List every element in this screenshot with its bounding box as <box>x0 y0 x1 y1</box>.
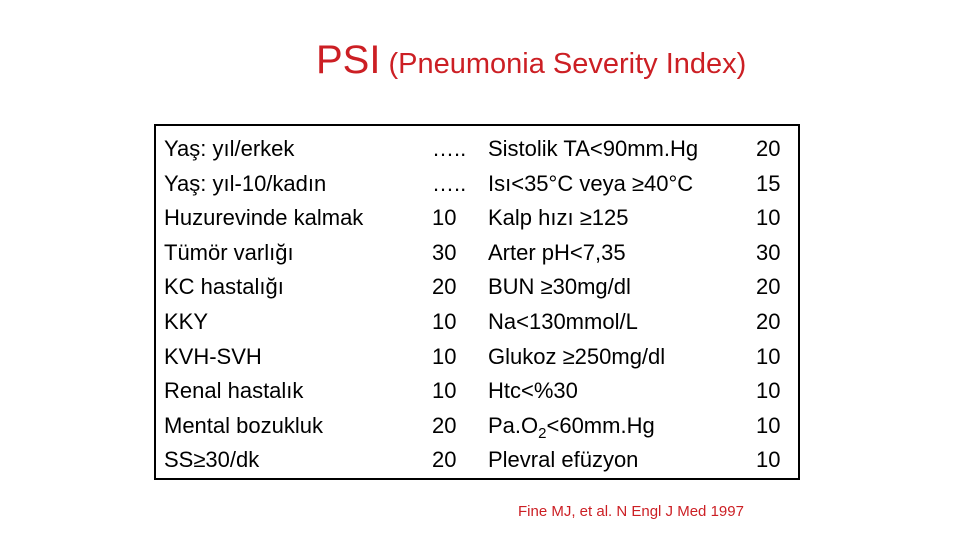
left-factor: KKY <box>164 308 209 334</box>
left-points: 20 <box>432 412 457 438</box>
left-points: ….. <box>432 170 467 196</box>
right-points: 10 <box>756 412 781 438</box>
right-points-column: 20 15 10 30 20 20 10 10 10 10 <box>756 132 780 478</box>
right-points: 20 <box>756 308 781 334</box>
right-factor: Na<130mmol/L <box>488 308 638 334</box>
right-factor: BUN ≥30mg/dl <box>488 274 631 300</box>
right-points: 10 <box>756 447 781 473</box>
left-points: 20 <box>432 274 457 300</box>
right-factor-pao2: Pa.O2<60mm.Hg <box>488 409 698 444</box>
left-factor: KVH-SVH <box>164 343 262 369</box>
title-main: PSI <box>316 38 381 82</box>
pao2-subscript: 2 <box>538 424 547 442</box>
left-factor: Huzurevinde kalmak <box>164 205 364 231</box>
right-points: 30 <box>756 239 781 265</box>
right-factor: Isı<35°C veya ≥40°C <box>488 170 694 196</box>
left-points: 20 <box>432 447 457 473</box>
right-factor: Htc<%30 <box>488 378 578 404</box>
left-factor: KC hastalığı <box>164 274 284 300</box>
right-factor: Glukoz ≥250mg/dl <box>488 343 666 369</box>
right-factor: Plevral efüzyon <box>488 447 639 473</box>
title-subtitle: (Pneumonia Severity Index) <box>388 48 747 80</box>
left-points: 30 <box>432 239 457 265</box>
left-factor: Yaş: yıl-10/kadın <box>164 170 327 196</box>
left-factor: Renal hastalık <box>164 378 304 404</box>
left-points: 10 <box>432 205 457 231</box>
slide-title: PSI (Pneumonia Severity Index) <box>316 40 746 80</box>
left-points-column: ….. ….. 10 30 20 10 10 10 20 20 <box>432 132 466 478</box>
pao2-suffix: <60mm.Hg <box>546 412 655 438</box>
left-factor: SS≥30/dk <box>164 447 260 473</box>
right-points: 10 <box>756 343 781 369</box>
psi-score-table: Yaş: yıl/erkek Yaş: yıl-10/kadın Huzurev… <box>154 124 800 480</box>
left-points: 10 <box>432 308 457 334</box>
citation: Fine MJ, et al. N Engl J Med 1997 <box>518 503 744 520</box>
left-points: ….. <box>432 136 467 161</box>
left-factor: Yaş: yıl/erkek <box>164 136 295 161</box>
left-points: 10 <box>432 378 457 404</box>
right-points: 15 <box>756 170 781 196</box>
right-factor-column: Sistolik TA<90mm.Hg Isı<35°C veya ≥40°C … <box>488 132 698 478</box>
right-points: 20 <box>756 136 781 161</box>
left-factor: Tümör varlığı <box>164 239 294 265</box>
right-factor: Kalp hızı ≥125 <box>488 205 629 231</box>
right-factor: Sistolik TA<90mm.Hg <box>488 136 699 161</box>
right-points: 10 <box>756 378 781 404</box>
pao2-prefix: Pa.O <box>488 412 539 438</box>
left-factor: Mental bozukluk <box>164 412 323 438</box>
right-points: 10 <box>756 205 781 231</box>
right-factor: Arter pH<7,35 <box>488 239 626 265</box>
left-points: 10 <box>432 343 457 369</box>
right-points: 20 <box>756 274 781 300</box>
left-factor-column: Yaş: yıl/erkek Yaş: yıl-10/kadın Huzurev… <box>164 132 363 478</box>
